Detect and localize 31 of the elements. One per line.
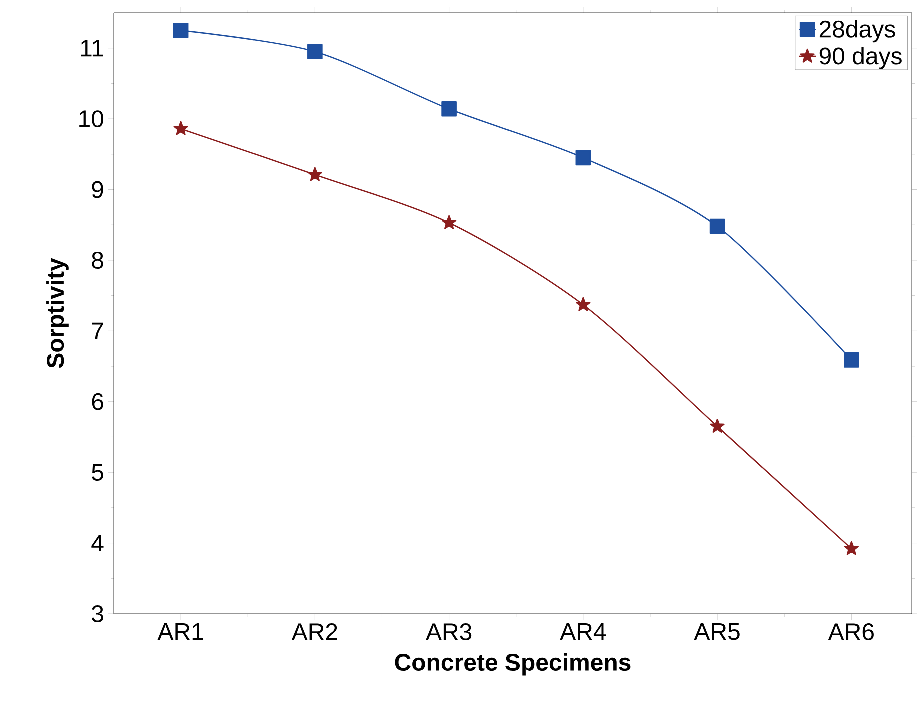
point	[442, 215, 457, 230]
y-tick-label: 6	[92, 393, 104, 410]
point	[308, 167, 322, 182]
x-axis-title: Concrete Specimens	[395, 653, 631, 676]
point	[844, 541, 859, 556]
point	[576, 297, 591, 312]
point	[174, 121, 188, 136]
x-tick-label: AR2	[292, 624, 338, 640]
x-tick-label: AR5	[694, 624, 740, 640]
point	[308, 44, 323, 60]
x-tick-label: AR1	[158, 624, 204, 640]
point	[844, 352, 860, 368]
point	[710, 418, 725, 433]
y-tick-label: 3	[92, 606, 104, 622]
y-tick-label: 10	[80, 110, 104, 128]
x-tick-label: AR3	[426, 624, 472, 641]
y-tick-label: 11	[81, 40, 104, 57]
y-tick-label: 8	[92, 252, 104, 269]
x-tick-label: AR6	[828, 624, 874, 641]
point	[576, 150, 592, 166]
y-tick-label: 4	[92, 535, 104, 552]
point	[710, 218, 726, 234]
legend-label: 90 days	[820, 47, 902, 70]
y-tick-label: 7	[92, 322, 104, 340]
y-tick-label: 5	[92, 464, 104, 481]
legend-label: 28days	[820, 20, 896, 43]
y-axis-title: Sorptivity	[46, 258, 69, 368]
point	[442, 102, 457, 117]
point	[173, 23, 189, 38]
x-tick-label: AR4	[560, 624, 606, 640]
y-tick-label: 9	[92, 181, 104, 198]
